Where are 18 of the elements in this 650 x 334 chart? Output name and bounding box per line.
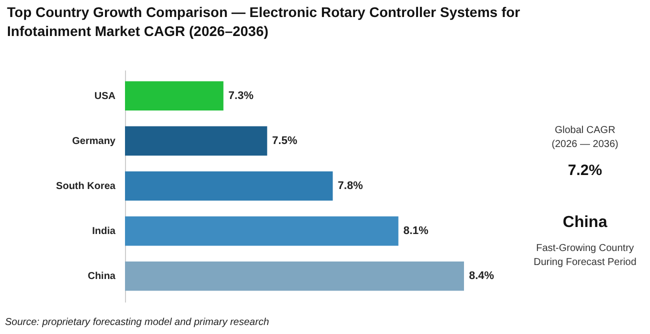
y-tick-label: India xyxy=(92,226,116,238)
y-tick-label: Germany xyxy=(72,136,116,147)
data-label: 7.5% xyxy=(272,134,298,147)
text: China xyxy=(562,214,608,231)
y-tick-label: USA xyxy=(94,90,116,102)
text: During Forecast Period xyxy=(534,257,636,268)
data-label: 7.3% xyxy=(228,90,254,102)
source-note: Source: proprietary forecasting model and primary research xyxy=(5,317,270,328)
data-label: 8.4% xyxy=(469,270,494,282)
data-label: 8.1% xyxy=(403,225,429,238)
text: 7.2% xyxy=(568,162,602,179)
text: (2026 — 2036) xyxy=(552,139,618,150)
data-label: 7.8% xyxy=(338,180,364,192)
y-tick-label: South Korea xyxy=(56,181,116,192)
y-tick-label: China xyxy=(88,271,116,282)
text: Global CAGR xyxy=(554,125,616,136)
text: Fast-Growing Country xyxy=(536,243,634,254)
chart-title: Top Country Growth Comparison — Electronic Rotary Controller Systems for Infotainment Market CAGR (2026–2036) xyxy=(7,4,521,39)
